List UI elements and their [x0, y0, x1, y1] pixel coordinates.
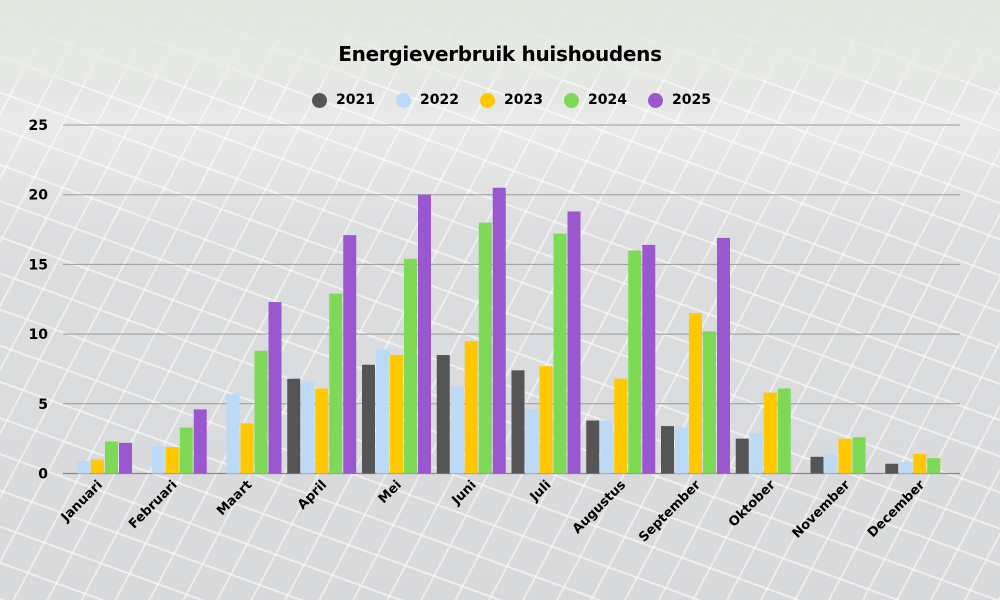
- legend-label-2021: 2021: [336, 92, 375, 108]
- x-tick-label: Januari: [58, 478, 106, 526]
- bar-november-2022[interactable]: [824, 453, 838, 474]
- bar-januari-2025[interactable]: [119, 442, 132, 474]
- background-trees: [0, 0, 1000, 80]
- bar-september-2022[interactable]: [675, 427, 688, 474]
- bar-juni-2021[interactable]: [436, 355, 450, 474]
- bar-april-2022[interactable]: [301, 381, 315, 474]
- x-axis: Januari Februari Maart April Mei Juni Juli Augu…: [58, 477, 929, 545]
- bar-april-2024[interactable]: [329, 293, 343, 474]
- bar-oktober-2023[interactable]: [763, 392, 777, 474]
- bar-september-2021[interactable]: [661, 426, 674, 474]
- bar-juni-2022[interactable]: [450, 387, 464, 474]
- x-tick-label: April: [295, 478, 330, 513]
- legend-marker-2025: [648, 92, 663, 108]
- bar-februari-2023[interactable]: [165, 447, 179, 474]
- x-tick-label: December: [865, 477, 928, 540]
- legend-marker-2024: [564, 92, 579, 108]
- bar-maart-2024[interactable]: [254, 350, 268, 474]
- legend-marker-2021: [312, 92, 327, 108]
- legend-label-2025: 2025: [672, 92, 711, 108]
- x-tick-label: Augustus: [570, 478, 629, 537]
- bar-december-2023[interactable]: [913, 453, 927, 474]
- y-tick-label: 5: [38, 397, 48, 413]
- bars: [77, 187, 941, 474]
- bar-augustus-2022[interactable]: [600, 420, 614, 474]
- y-tick-label: 25: [29, 118, 48, 134]
- bar-januari-2024[interactable]: [105, 441, 118, 474]
- bar-augustus-2021[interactable]: [586, 420, 600, 474]
- bar-juli-2025[interactable]: [567, 211, 581, 474]
- bar-oktober-2021[interactable]: [735, 438, 749, 474]
- bar-februari-2024[interactable]: [179, 427, 193, 474]
- y-axis: 0 5 10 15 20 25: [29, 118, 49, 483]
- bar-augustus-2025[interactable]: [642, 244, 656, 474]
- bar-april-2021[interactable]: [287, 378, 301, 474]
- bar-februari-2022[interactable]: [151, 445, 165, 474]
- x-tick-label: Mei: [376, 478, 405, 507]
- bar-juni-2024[interactable]: [478, 222, 492, 474]
- bar-december-2021[interactable]: [885, 463, 899, 474]
- bar-januari-2022[interactable]: [77, 460, 90, 474]
- x-tick-label: Februari: [126, 478, 180, 532]
- bar-maart-2022[interactable]: [226, 394, 240, 474]
- x-tick-label: September: [636, 477, 704, 545]
- bar-november-2023[interactable]: [838, 438, 852, 474]
- legend: 2021 2022 2023 2024 2025: [0, 90, 1000, 110]
- bar-november-2021[interactable]: [810, 456, 824, 474]
- x-tick-label: Oktober: [726, 477, 779, 530]
- bar-juli-2021[interactable]: [511, 370, 525, 474]
- bar-oktober-2022[interactable]: [749, 433, 763, 474]
- bar-september-2024[interactable]: [703, 331, 716, 474]
- x-tick-label: Juni: [449, 478, 480, 509]
- bar-april-2025[interactable]: [343, 235, 357, 474]
- bar-april-2023[interactable]: [315, 388, 329, 474]
- legend-item-2024[interactable]: 2024: [564, 90, 627, 110]
- bar-mei-2022[interactable]: [376, 349, 389, 474]
- y-tick-label: 0: [38, 467, 48, 483]
- legend-label-2024: 2024: [588, 92, 627, 108]
- bar-januari-2023[interactable]: [91, 459, 104, 474]
- bar-juli-2024[interactable]: [553, 233, 567, 474]
- bar-februari-2025[interactable]: [193, 409, 207, 474]
- legend-marker-2022: [396, 92, 411, 108]
- bar-juli-2023[interactable]: [539, 366, 553, 474]
- bar-september-2025[interactable]: [717, 237, 730, 474]
- chart-title: Energieverbruik huishoudens: [338, 42, 662, 66]
- x-tick-label: Juli: [527, 478, 555, 506]
- legend-label-2022: 2022: [420, 92, 459, 108]
- legend-item-2023[interactable]: 2023: [480, 90, 543, 110]
- bar-december-2024[interactable]: [927, 458, 941, 474]
- bar-september-2023[interactable]: [689, 313, 702, 474]
- y-tick-label: 15: [29, 257, 48, 273]
- x-tick-label: Maart: [214, 478, 255, 519]
- legend-label-2023: 2023: [504, 92, 543, 108]
- bar-mei-2021[interactable]: [362, 364, 375, 474]
- y-tick-label: 10: [29, 327, 49, 343]
- y-tick-label: 20: [29, 188, 49, 204]
- bar-maart-2023[interactable]: [240, 423, 254, 474]
- bar-juni-2025[interactable]: [492, 187, 506, 474]
- bar-augustus-2024[interactable]: [628, 250, 642, 474]
- bar-mei-2025[interactable]: [418, 194, 431, 474]
- bar-juli-2022[interactable]: [525, 409, 539, 474]
- bar-mei-2024[interactable]: [404, 258, 417, 474]
- x-tick-label: November: [790, 477, 854, 541]
- legend-item-2022[interactable]: 2022: [396, 90, 459, 110]
- bar-oktober-2024[interactable]: [777, 388, 791, 474]
- legend-item-2025[interactable]: 2025: [648, 90, 711, 110]
- bar-november-2024[interactable]: [852, 437, 866, 474]
- bar-augustus-2023[interactable]: [614, 378, 628, 474]
- legend-item-2021[interactable]: 2021: [312, 90, 375, 110]
- bar-december-2022[interactable]: [899, 462, 913, 474]
- bar-maart-2025[interactable]: [268, 302, 282, 474]
- legend-marker-2023: [480, 92, 495, 108]
- bar-juni-2023[interactable]: [464, 341, 478, 474]
- bar-mei-2023[interactable]: [390, 355, 403, 474]
